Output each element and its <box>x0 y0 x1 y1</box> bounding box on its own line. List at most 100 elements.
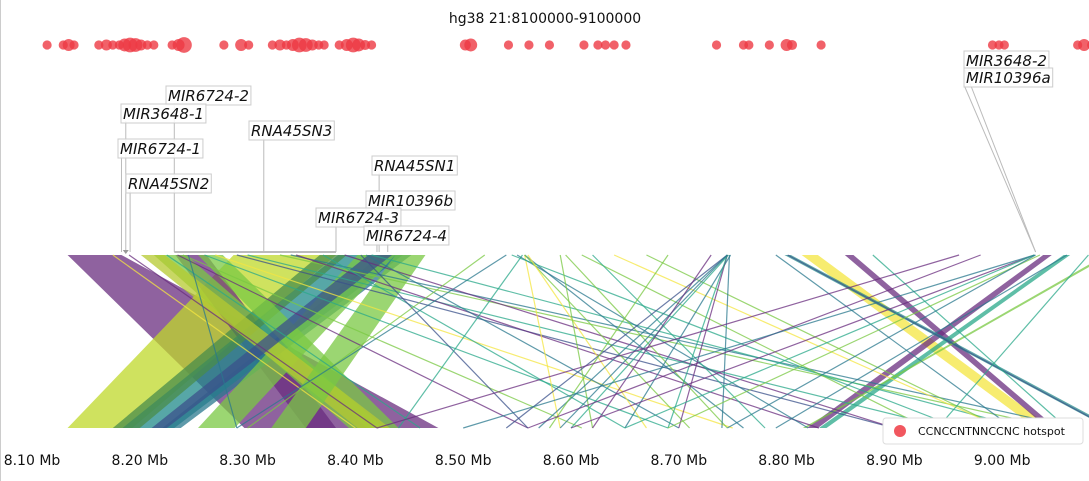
alignment-line <box>646 254 1003 429</box>
gene-label: RNA45SN2 <box>128 175 209 193</box>
hotspot-dot <box>744 40 754 50</box>
hotspot-dot <box>609 40 619 50</box>
hotspot-dot <box>274 39 286 51</box>
alignment-line <box>721 254 731 429</box>
alignment-line <box>678 254 728 429</box>
hotspot-dot <box>600 40 611 50</box>
gene-label-box <box>125 173 212 194</box>
alignment-line <box>247 254 486 429</box>
alignment-band <box>807 255 1052 428</box>
x-tick-label: 9.00 Mb <box>974 453 1031 469</box>
x-tick-label: 8.70 Mb <box>651 453 708 469</box>
alignment-line <box>322 254 626 429</box>
alignment-line <box>527 254 647 429</box>
alignment-line <box>511 254 960 429</box>
alignment-line <box>236 254 507 429</box>
legend-marker <box>894 425 906 437</box>
alignment-line <box>727 254 1036 429</box>
alignment-line <box>937 254 1089 429</box>
hotspot-dot <box>42 40 52 50</box>
hotspot-dot <box>142 40 152 50</box>
x-axis: 8.10 Mb 8.20 Mb 8.30 Mb 8.40 Mb 8.50 Mb 8.60 … <box>4 453 1031 469</box>
alignment-band <box>198 255 399 428</box>
x-tick-label: 8.80 Mb <box>758 453 815 469</box>
alignment-line <box>667 254 1041 429</box>
alignment-line <box>524 254 744 429</box>
alignment-line <box>787 254 1089 418</box>
alignment-line <box>290 254 1078 429</box>
alignment-lines <box>112 254 1089 429</box>
alignment-line <box>775 254 1068 429</box>
alignment-line <box>505 254 728 429</box>
x-tick-label: 8.60 Mb <box>543 453 600 469</box>
alignment-line <box>177 254 529 429</box>
alignment-line <box>236 254 895 429</box>
alignment-line <box>344 254 895 429</box>
hotspot-dot <box>464 38 478 52</box>
legend-label: CCNCCNTNNCCNC hotspot <box>918 425 1066 438</box>
alignment-line <box>527 254 981 429</box>
hotspot-dot <box>69 40 79 50</box>
alignment-line <box>524 254 561 429</box>
hotspot-dot <box>235 39 248 51</box>
gene-label: MIR6724-2 <box>168 87 249 105</box>
gene-label-box <box>363 225 450 246</box>
alignment-line <box>592 254 712 429</box>
alignment-line <box>112 254 356 429</box>
gene-label-box <box>315 207 402 228</box>
alignment-line <box>613 254 1003 429</box>
hotspot-dot <box>544 40 555 50</box>
gene-label: RNA45SN1 <box>374 157 455 175</box>
alignment-line <box>360 254 529 429</box>
gene-label: MIR3648-2 <box>966 52 1047 70</box>
alignment-line <box>524 254 691 429</box>
alignment-line <box>775 254 1014 429</box>
annotation-leader <box>963 84 1037 253</box>
hotspot-dot <box>786 39 798 51</box>
alignment-band <box>112 255 347 428</box>
hotspot-dot <box>593 40 603 50</box>
gene-label: MIR6724-1 <box>120 140 201 158</box>
gene-label-box <box>117 138 204 159</box>
gene-label-box <box>120 103 207 124</box>
gene-label-box <box>963 67 1054 88</box>
gene-label-box <box>248 120 335 141</box>
gene-label: MIR6724-3 <box>318 209 399 227</box>
alignment-line <box>570 254 1035 429</box>
hotspot-dot <box>319 40 329 50</box>
hotspot-dot <box>100 39 112 51</box>
alignment-line <box>624 254 732 429</box>
hotspot-dot <box>711 40 722 50</box>
x-tick-label: 8.30 Mb <box>219 453 276 469</box>
hotspot-dot <box>149 40 159 50</box>
hotspot-dot <box>135 39 147 51</box>
hotspot-dot <box>360 39 371 51</box>
gene-marker <box>122 250 129 254</box>
gene-label-box <box>165 85 252 106</box>
hotspot-dot <box>219 40 229 50</box>
hotspot-dot <box>987 40 998 50</box>
alignment-line <box>570 254 729 429</box>
alignment-line <box>559 254 728 429</box>
alignment-line <box>204 254 669 429</box>
x-tick-label: 8.20 Mb <box>112 453 169 469</box>
hotspot-dot <box>503 40 514 50</box>
alignment-line <box>565 254 728 429</box>
gene-label-box <box>365 190 456 211</box>
alignment-band <box>784 255 1089 418</box>
hotspot-dot <box>108 40 118 50</box>
alignment-line <box>398 254 523 429</box>
hotspot-dot <box>764 40 774 50</box>
alignment-line <box>592 254 766 429</box>
alignment-line <box>667 254 728 429</box>
hotspot-dot <box>999 40 1009 50</box>
alignment-line <box>376 254 960 429</box>
alignment-line <box>187 254 238 429</box>
hotspot-dot <box>306 39 318 51</box>
x-tick-label: 8.10 Mb <box>4 453 61 469</box>
alignment-line <box>463 254 1035 429</box>
gene-label: MIR10396b <box>368 192 453 210</box>
alignment-line <box>295 254 820 429</box>
